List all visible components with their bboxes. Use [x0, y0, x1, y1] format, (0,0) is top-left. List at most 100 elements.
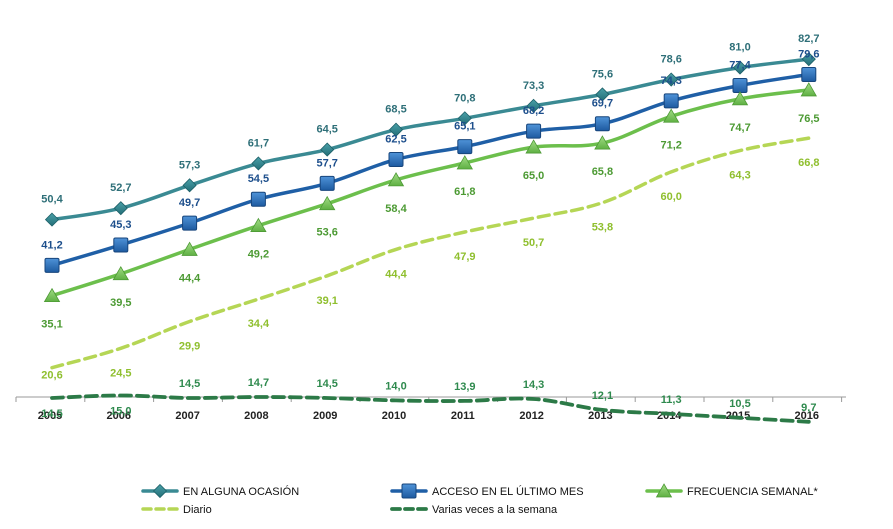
- marker-frecuencia-semanal: [112, 265, 129, 281]
- data-label-varias-veces-semana: 13,9: [454, 381, 475, 393]
- data-label-diario: 47,9: [454, 251, 475, 263]
- legend-swatch-marker: [655, 483, 673, 498]
- legend-label: Diario: [183, 504, 212, 516]
- data-label-diario: 44,4: [385, 268, 407, 280]
- marker-frecuencia-semanal: [731, 91, 749, 106]
- marker-acceso-ultimo-mes: [250, 191, 266, 207]
- marker-frecuencia-semanal: [800, 82, 817, 97]
- data-label-frecuencia-semanal: 76,5: [798, 113, 819, 125]
- data-label-en-alguna-ocasion: 52,7: [110, 182, 131, 194]
- marker-en-alguna-ocasion: [457, 111, 472, 126]
- data-label-diario: 29,9: [179, 340, 200, 352]
- marker-frecuencia-semanal: [250, 217, 267, 232]
- data-label-acceso-ultimo-mes: 41,2: [41, 239, 62, 251]
- data-label-varias-veces-semana: 14,3: [523, 379, 544, 391]
- data-label-acceso-ultimo-mes: 54,5: [248, 173, 269, 185]
- marker-frecuencia-semanal: [43, 287, 61, 303]
- data-label-varias-veces-semana: 10,5: [729, 398, 750, 410]
- data-label-diario: 60,0: [660, 191, 681, 203]
- marker-en-alguna-ocasion: [251, 156, 266, 171]
- marker-frecuencia-semanal: [594, 135, 611, 150]
- data-label-varias-veces-semana: 14,7: [248, 377, 269, 389]
- x-tick-label: 2009: [313, 410, 337, 422]
- data-label-frecuencia-semanal: 65,0: [523, 170, 544, 182]
- marker-acceso-ultimo-mes: [732, 77, 748, 93]
- data-label-frecuencia-semanal: 74,7: [729, 122, 750, 134]
- marker-acceso-ultimo-mes: [526, 123, 542, 139]
- marker-acceso-ultimo-mes: [663, 93, 679, 109]
- data-label-diario: 39,1: [316, 295, 337, 307]
- x-tick-label: 2012: [519, 410, 543, 422]
- marker-frecuencia-semanal: [663, 108, 680, 123]
- marker-en-alguna-ocasion: [801, 52, 816, 67]
- legend-swatch-marker: [152, 483, 168, 499]
- data-label-varias-veces-semana: 11,3: [661, 394, 682, 406]
- x-tick-label: 2016: [795, 410, 819, 422]
- marker-frecuencia-semanal: [387, 172, 405, 187]
- marker-en-alguna-ocasion: [182, 178, 197, 193]
- series-line-frecuencia-semanal: [50, 88, 811, 298]
- marker-en-alguna-ocasion: [388, 122, 404, 137]
- data-label-en-alguna-ocasion: 73,3: [523, 80, 544, 92]
- data-label-acceso-ultimo-mes: 65,1: [454, 121, 475, 133]
- x-tick-label: 2007: [175, 410, 199, 422]
- data-label-varias-veces-semana: 14,5: [41, 408, 62, 420]
- x-tick-label: 2005: [38, 410, 62, 422]
- data-label-varias-veces-semana: 15,0: [110, 405, 131, 417]
- data-label-en-alguna-ocasion: 50,4: [41, 194, 63, 206]
- legend-item-varias-veces-semana: Varias veces a la semana: [390, 504, 558, 516]
- marker-en-alguna-ocasion: [44, 212, 60, 227]
- marker-acceso-ultimo-mes: [319, 175, 335, 191]
- data-label-frecuencia-semanal: 61,8: [454, 186, 475, 198]
- x-tick-label: 2008: [244, 410, 268, 422]
- data-label-frecuencia-semanal: 58,4: [385, 203, 407, 215]
- data-label-varias-veces-semana: 14,5: [316, 378, 337, 390]
- data-label-diario: 34,4: [248, 318, 270, 330]
- data-label-frecuencia-semanal: 49,2: [248, 249, 269, 261]
- data-label-diario: 53,8: [592, 222, 613, 234]
- data-label-varias-veces-semana: 14,0: [385, 380, 406, 392]
- marker-acceso-ultimo-mes: [457, 139, 473, 155]
- marker-acceso-ultimo-mes: [388, 152, 404, 167]
- data-label-en-alguna-ocasion: 78,6: [660, 54, 681, 66]
- marker-en-alguna-ocasion: [595, 87, 610, 102]
- x-tick-label: 2010: [382, 410, 406, 422]
- legend-item-acceso-ultimo-mes: ACCESO EN EL ÚLTIMO MES: [390, 483, 584, 499]
- marker-acceso-ultimo-mes: [113, 237, 129, 253]
- legend-swatch-marker: [401, 483, 417, 499]
- data-label-acceso-ultimo-mes: 45,3: [110, 219, 131, 231]
- marker-acceso-ultimo-mes: [801, 67, 817, 83]
- data-label-diario: 20,6: [41, 370, 62, 382]
- data-label-diario: 66,8: [798, 157, 819, 169]
- data-label-diario: 24,5: [110, 367, 131, 379]
- data-label-en-alguna-ocasion: 68,5: [385, 104, 406, 116]
- data-label-en-alguna-ocasion: 82,7: [798, 33, 819, 45]
- x-tick-label: 2006: [107, 410, 131, 422]
- legend-label: EN ALGUNA OCASIÓN: [183, 485, 299, 498]
- marker-acceso-ultimo-mes: [594, 116, 610, 132]
- data-label-frecuencia-semanal: 44,4: [179, 272, 201, 284]
- marker-en-alguna-ocasion: [320, 142, 335, 157]
- data-label-varias-veces-semana: 9,7: [801, 402, 816, 414]
- data-label-en-alguna-ocasion: 64,5: [316, 124, 337, 136]
- data-label-en-alguna-ocasion: 61,7: [248, 137, 269, 149]
- marker-acceso-ultimo-mes: [182, 215, 198, 231]
- data-label-en-alguna-ocasion: 75,6: [592, 68, 613, 80]
- legend-item-diario: Diario: [141, 504, 212, 516]
- data-label-acceso-ultimo-mes: 57,7: [316, 157, 337, 169]
- data-label-acceso-ultimo-mes: 49,7: [179, 197, 200, 209]
- data-label-varias-veces-semana: 12,1: [592, 390, 613, 402]
- legend-item-en-alguna-ocasion: EN ALGUNA OCASIÓN: [141, 483, 299, 499]
- marker-en-alguna-ocasion: [664, 72, 679, 87]
- data-label-varias-veces-semana: 14,5: [179, 378, 200, 390]
- marker-en-alguna-ocasion: [113, 201, 128, 216]
- marker-acceso-ultimo-mes: [44, 257, 60, 273]
- x-tick-label: 2014: [657, 410, 682, 422]
- data-label-acceso-ultimo-mes: 69,7: [592, 98, 613, 110]
- data-label-frecuencia-semanal: 53,6: [316, 227, 337, 239]
- x-tick-label: 2013: [588, 410, 612, 422]
- data-label-diario: 50,7: [523, 237, 544, 249]
- marker-en-alguna-ocasion: [732, 60, 748, 75]
- data-label-frecuencia-semanal: 65,8: [592, 166, 613, 178]
